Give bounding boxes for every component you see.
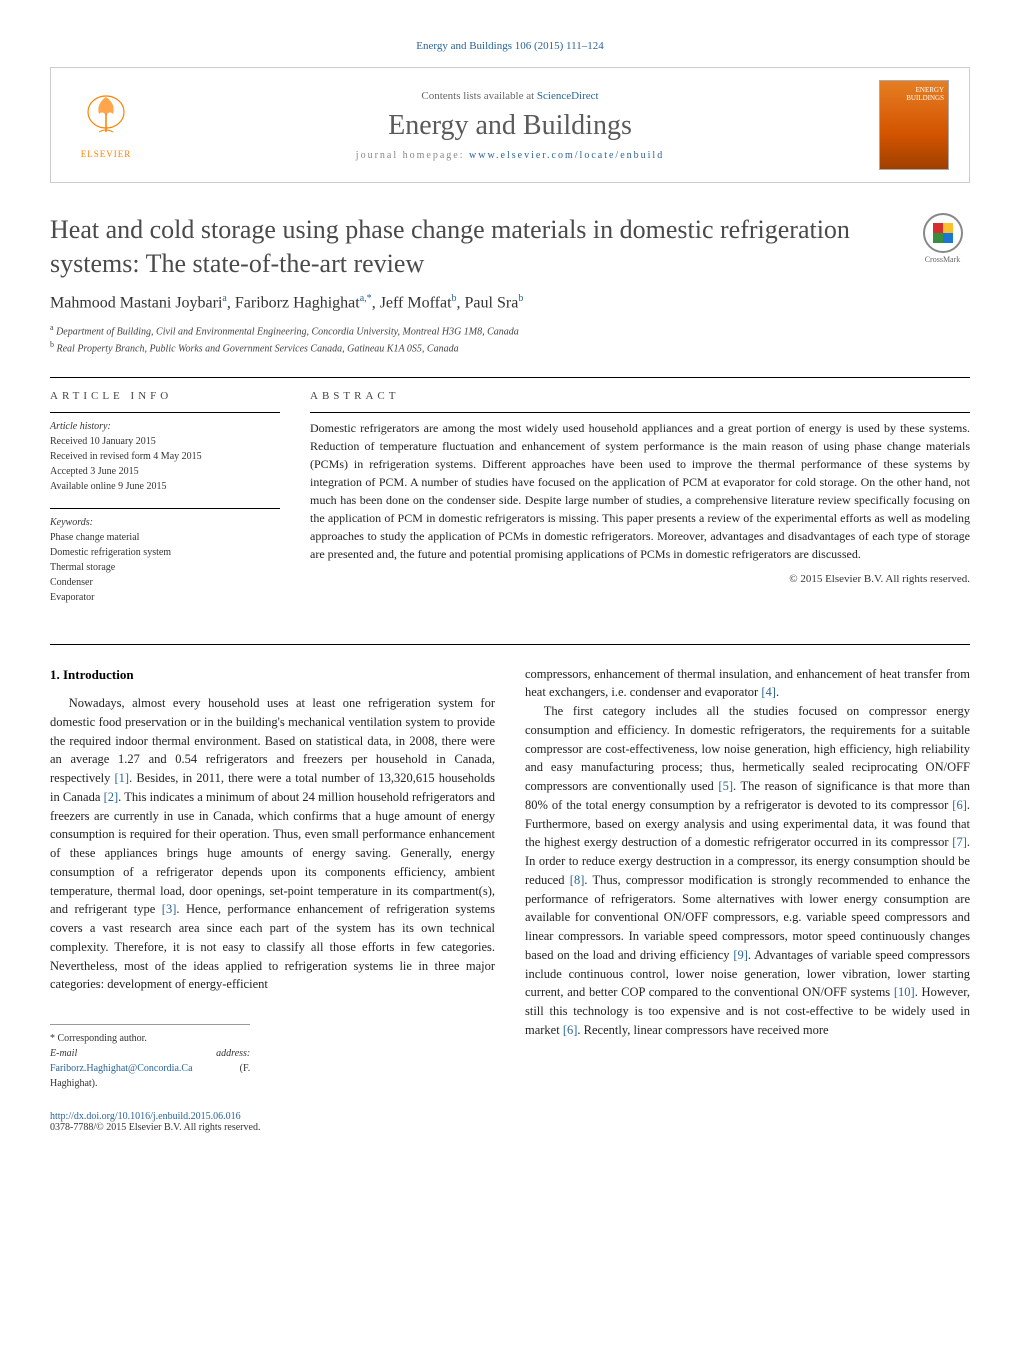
divider-strong (50, 644, 970, 645)
body-paragraph: compressors, enhancement of thermal insu… (525, 665, 970, 703)
elsevier-logo-text: ELSEVIER (71, 149, 141, 159)
divider-top (50, 377, 970, 378)
keyword: Condenser (50, 575, 280, 590)
article-info-label: ARTICLE INFO (50, 390, 280, 402)
article-history-block: Article history: Received 10 January 201… (50, 419, 280, 494)
affiliations: a Department of Building, Civil and Envi… (50, 322, 970, 357)
abstract-column: ABSTRACT Domestic refrigerators are amon… (310, 390, 970, 619)
abstract-text: Domestic refrigerators are among the mos… (310, 419, 970, 563)
keyword: Thermal storage (50, 560, 280, 575)
abstract-label: ABSTRACT (310, 390, 970, 402)
authors-line: Mahmood Mastani Joybaria, Fariborz Haghi… (50, 293, 970, 312)
page-footer: http://dx.doi.org/10.1016/j.enbuild.2015… (50, 1111, 970, 1133)
article-title: Heat and cold storage using phase change… (50, 213, 915, 281)
crossmark-badge[interactable]: CrossMark (915, 213, 970, 264)
elsevier-logo: ELSEVIER (71, 92, 141, 159)
keywords-block: Keywords: Phase change material Domestic… (50, 515, 280, 605)
contents-lists-line: Contents lists available at ScienceDirec… (141, 90, 879, 102)
doi-link[interactable]: http://dx.doi.org/10.1016/j.enbuild.2015… (50, 1111, 241, 1122)
sciencedirect-link[interactable]: ScienceDirect (537, 90, 599, 102)
keyword: Phase change material (50, 530, 280, 545)
journal-cover-thumbnail: ENERGY BUILDINGS (879, 80, 949, 170)
body-text-columns: 1. Introduction Nowadays, almost every h… (50, 665, 970, 1092)
section-heading-introduction: 1. Introduction (50, 665, 495, 685)
corresponding-email-link[interactable]: Fariborz.Haghighat@Concordia.Ca (50, 1063, 193, 1074)
journal-header-box: ELSEVIER Contents lists available at Sci… (50, 67, 970, 183)
keyword: Domestic refrigeration system (50, 545, 280, 560)
body-paragraph: The first category includes all the stud… (525, 702, 970, 1040)
elsevier-tree-icon (81, 92, 131, 147)
article-info-column: ARTICLE INFO Article history: Received 1… (50, 390, 280, 619)
issn-copyright: 0378-7788/© 2015 Elsevier B.V. All right… (50, 1122, 260, 1133)
body-paragraph: Nowadays, almost every household uses at… (50, 694, 495, 994)
journal-homepage-line: journal homepage: www.elsevier.com/locat… (141, 150, 879, 161)
abstract-copyright: © 2015 Elsevier B.V. All rights reserved… (310, 573, 970, 585)
keyword: Evaporator (50, 590, 280, 605)
corresponding-author-footnote: * Corresponding author. E-mail address: … (50, 1024, 250, 1091)
journal-homepage-link[interactable]: www.elsevier.com/locate/enbuild (469, 150, 664, 161)
header-citation: Energy and Buildings 106 (2015) 111–124 (50, 40, 970, 52)
crossmark-icon (929, 219, 957, 247)
journal-name: Energy and Buildings (141, 110, 879, 142)
